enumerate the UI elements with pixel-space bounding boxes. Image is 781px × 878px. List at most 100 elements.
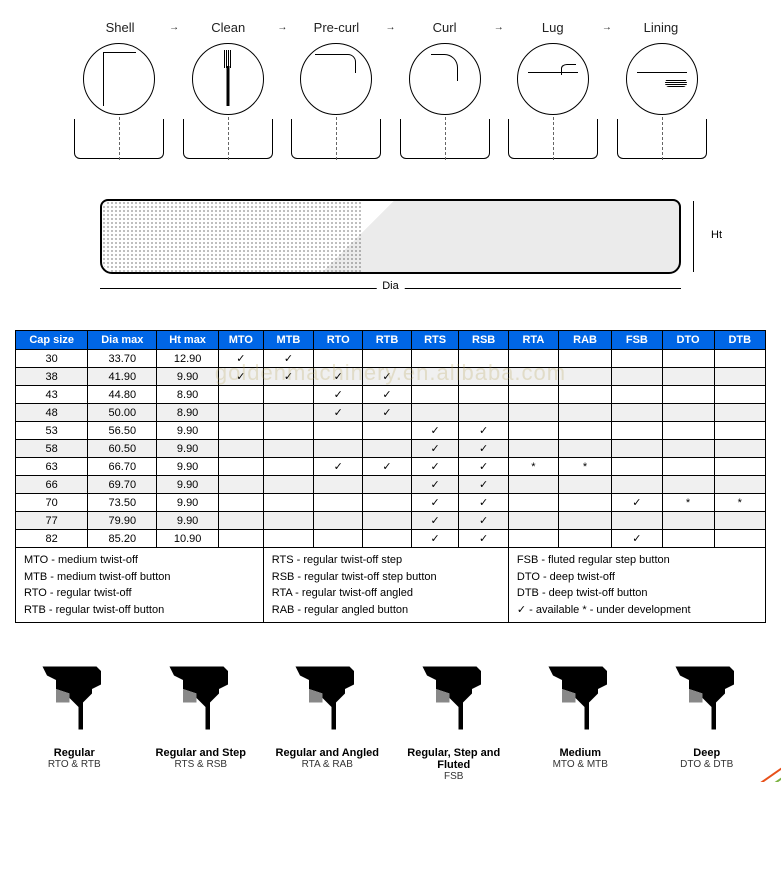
profile-icon bbox=[156, 653, 246, 743]
table-cell: 30 bbox=[16, 350, 88, 368]
profile-item: Regular, Step and FlutedFSB bbox=[395, 653, 514, 782]
table-cell: 70 bbox=[16, 494, 88, 512]
table-cell bbox=[662, 386, 714, 404]
table-cell: 9.90 bbox=[157, 494, 219, 512]
table-cell bbox=[363, 422, 412, 440]
profile-icon bbox=[29, 653, 119, 743]
table-row: 6669.709.90 bbox=[16, 476, 766, 494]
table-cell bbox=[459, 350, 509, 368]
table-row: 6366.709.90 bbox=[16, 458, 766, 476]
table-cell bbox=[314, 404, 363, 422]
table-cell: 85.20 bbox=[88, 530, 157, 548]
table-cell bbox=[314, 368, 363, 386]
table-cell: 9.90 bbox=[157, 476, 219, 494]
table-cell: 66.70 bbox=[88, 458, 157, 476]
profile-item: RegularRTO & RTB bbox=[15, 653, 134, 782]
table-cell bbox=[411, 440, 459, 458]
table-cell: 9.90 bbox=[157, 458, 219, 476]
profile-sub: RTS & RSB bbox=[142, 759, 261, 770]
table-cell bbox=[459, 530, 509, 548]
table-cell: 58 bbox=[16, 440, 88, 458]
profile-title: Regular, Step and Fluted bbox=[395, 747, 514, 771]
table-cell bbox=[558, 422, 611, 440]
legend-col1: MTO - medium twist-offMTB - medium twist… bbox=[16, 548, 264, 623]
table-cell bbox=[218, 458, 263, 476]
table-row: 4344.808.90 bbox=[16, 386, 766, 404]
table-cell: 44.80 bbox=[88, 386, 157, 404]
step-label: Clean bbox=[183, 20, 273, 35]
table-header: Ht max bbox=[157, 331, 219, 350]
table-cell bbox=[218, 350, 263, 368]
table-cell bbox=[363, 440, 412, 458]
arrow-icon: → bbox=[598, 22, 616, 33]
table-cell: 9.90 bbox=[157, 368, 219, 386]
table-cell bbox=[662, 440, 714, 458]
table-cell bbox=[558, 350, 611, 368]
table-cell bbox=[411, 476, 459, 494]
table-cell bbox=[218, 368, 263, 386]
table-cell bbox=[612, 458, 662, 476]
table-cell bbox=[558, 386, 611, 404]
table-cell bbox=[263, 422, 313, 440]
lining-icon bbox=[626, 43, 698, 115]
table-header-row: Cap sizeDia maxHt maxMTOMTBRTORTBRTSRSBR… bbox=[16, 331, 766, 350]
table-header: RTS bbox=[411, 331, 459, 350]
process-section: Shell → Clean → Pre-curl → Curl → Lug → … bbox=[0, 0, 781, 169]
process-step bbox=[613, 43, 712, 159]
table-cell bbox=[411, 368, 459, 386]
process-labels: Shell → Clean → Pre-curl → Curl → Lug → … bbox=[70, 20, 711, 35]
profile-title: Regular bbox=[15, 747, 134, 759]
table-cell bbox=[508, 350, 558, 368]
table-cell bbox=[218, 422, 263, 440]
table-cell: 50.00 bbox=[88, 404, 157, 422]
lug-icon bbox=[517, 43, 589, 115]
profile-icon bbox=[409, 653, 499, 743]
table-cell bbox=[411, 530, 459, 548]
table-cell bbox=[263, 350, 313, 368]
table-header: MTB bbox=[263, 331, 313, 350]
table-cell: 63 bbox=[16, 458, 88, 476]
table-cell bbox=[411, 494, 459, 512]
profile-sub: MTO & MTB bbox=[521, 759, 640, 770]
table-row: 5356.509.90 bbox=[16, 422, 766, 440]
profile-title: Deep bbox=[648, 747, 767, 759]
shell-base-icon bbox=[617, 119, 707, 159]
table-cell bbox=[558, 458, 611, 476]
table-cell bbox=[314, 476, 363, 494]
table-header: RTA bbox=[508, 331, 558, 350]
table-cell bbox=[558, 404, 611, 422]
table-cell bbox=[508, 458, 558, 476]
profile-sub: RTA & RAB bbox=[268, 759, 387, 770]
table-cell bbox=[558, 368, 611, 386]
table-cell: 41.90 bbox=[88, 368, 157, 386]
table-cell: 79.90 bbox=[88, 512, 157, 530]
table-cell bbox=[558, 440, 611, 458]
table-cell bbox=[508, 368, 558, 386]
table-cell bbox=[508, 422, 558, 440]
shell-base-icon bbox=[74, 119, 164, 159]
step-label: Lug bbox=[508, 20, 598, 35]
table-header: RTO bbox=[314, 331, 363, 350]
cap-profile-icon: Ht bbox=[100, 199, 681, 274]
table-cell bbox=[218, 530, 263, 548]
table-cell bbox=[612, 476, 662, 494]
curl-icon bbox=[409, 43, 481, 115]
legend-col2: RTS - regular twist-off stepRSB - regula… bbox=[263, 548, 508, 623]
table-row: 7073.509.90 bbox=[16, 494, 766, 512]
table-cell: 60.50 bbox=[88, 440, 157, 458]
profile-title: Medium bbox=[521, 747, 640, 759]
profile-item: MediumMTO & MTB bbox=[521, 653, 640, 782]
process-step bbox=[396, 43, 495, 159]
table-cell bbox=[314, 494, 363, 512]
table-cell bbox=[459, 404, 509, 422]
profile-types: RegularRTO & RTBRegular and StepRTS & RS… bbox=[15, 653, 766, 782]
table-cell bbox=[662, 404, 714, 422]
table-body: 3033.7012.903841.909.904344.808.904850.0… bbox=[16, 350, 766, 548]
table-cell bbox=[411, 458, 459, 476]
table-cell bbox=[662, 350, 714, 368]
table-cell bbox=[263, 512, 313, 530]
table-cell bbox=[612, 494, 662, 512]
table-cell bbox=[662, 368, 714, 386]
table-cell bbox=[459, 386, 509, 404]
legend-row: MTO - medium twist-offMTB - medium twist… bbox=[16, 548, 766, 623]
